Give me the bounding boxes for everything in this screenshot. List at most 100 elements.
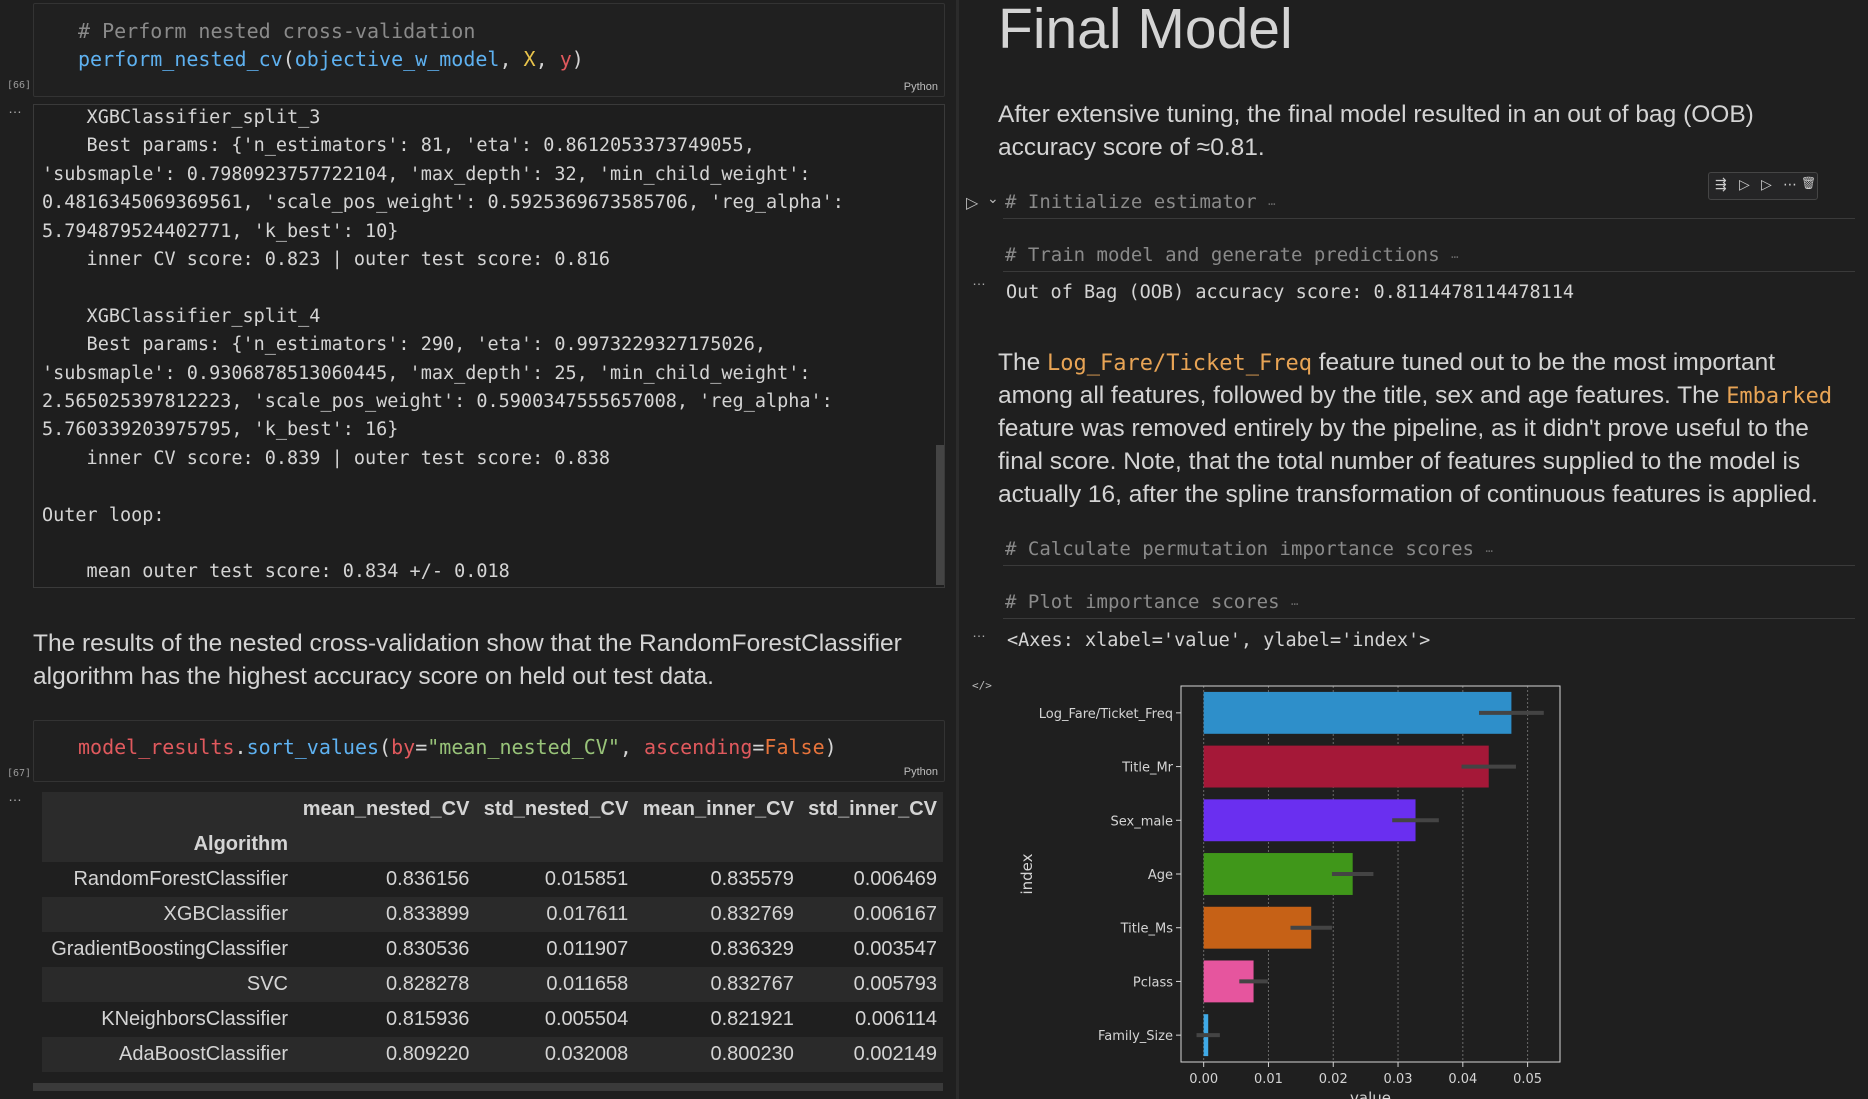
language-label[interactable]: Python — [903, 81, 938, 93]
language-label[interactable]: Python — [903, 766, 938, 778]
bool-literal: False — [764, 735, 825, 759]
cell-toolbar: ⇶ ▷ ▷ ⋯ 🗑 — [1708, 172, 1818, 200]
code-cell-66[interactable]: # Perform nested cross-validation perfor… — [33, 3, 945, 97]
execution-count: [67] — [7, 768, 32, 779]
arg-y: y — [559, 47, 572, 71]
output-line: Best params: {'n_estimators': 81, 'eta':… — [42, 135, 755, 157]
markdown-importance-line5: actually 16, after the spline transforma… — [998, 481, 1818, 508]
run-cell-icon[interactable]: ▷ — [966, 195, 979, 212]
pane-divider[interactable] — [956, 0, 959, 1099]
page-title: Final Model — [998, 0, 1293, 61]
code-cell-67[interactable]: model_results.sort_values(by="mean_neste… — [33, 720, 945, 782]
table-cell: 0.832767 — [634, 967, 800, 1002]
table-row: KNeighborsClassifier 0.815936 0.005504 0.82… — [42, 1002, 943, 1037]
table-corner — [42, 792, 294, 827]
table-cell: 0.005793 — [799, 967, 943, 1002]
y-tick-label: Age — [1148, 868, 1173, 883]
output-menu-icon[interactable]: … — [972, 624, 987, 640]
table-cell: 0.815936 — [294, 1002, 476, 1037]
table-cell: 0.002149 — [799, 1037, 943, 1072]
table-header-row: mean_nested_CV std_nested_CV mean_inner_… — [42, 792, 943, 827]
code-icon[interactable]: </> — [972, 679, 992, 692]
equals: = — [752, 735, 765, 759]
table-cell: 0.828278 — [294, 967, 476, 1002]
chevron-down-icon[interactable]: ⌄ — [987, 190, 999, 206]
table-cell: 0.003547 — [799, 932, 943, 967]
bar — [1203, 799, 1416, 842]
x-axis-label: value — [1350, 1089, 1391, 1099]
cell-comment: # Train model and generate predictions ⋯ — [1005, 244, 1459, 266]
fn-name: perform_nested_cv — [78, 47, 283, 71]
bar — [1203, 745, 1489, 788]
column-header: mean_inner_CV — [634, 792, 800, 827]
table-scrollbar[interactable] — [33, 1083, 943, 1091]
y-tick-label: Title_Ms — [1120, 922, 1174, 937]
arg-objective: objective_w_model — [294, 47, 500, 71]
obj-name: model_results — [78, 735, 235, 759]
cell-comment: # Calculate permutation importance score… — [1005, 538, 1493, 560]
table-cell: 0.830536 — [294, 932, 476, 967]
empty-cell — [475, 827, 635, 862]
table-cell: 0.836329 — [634, 932, 800, 967]
output-line: XGBClassifier_split_3 — [42, 107, 321, 128]
delete-cell-icon[interactable]: 🗑 — [1801, 176, 1817, 190]
table-cell: 0.011658 — [475, 967, 635, 1002]
more-actions-icon[interactable]: ⋯ — [1783, 176, 1797, 192]
x-tick-label: 0.01 — [1254, 1072, 1283, 1087]
output-line: mean outer test score: 0.834 +/- 0.018 — [42, 561, 510, 583]
table-cell: 0.836156 — [294, 862, 476, 897]
row-index: XGBClassifier — [42, 897, 294, 932]
markdown-importance-line1: The Log_Fare/Ticket_Freq feature tuned o… — [998, 349, 1775, 376]
output-line: inner CV score: 0.839 | outer test score… — [42, 447, 611, 469]
output-line: 5.760339203975795, 'k_best': 16} — [42, 419, 399, 441]
output-scrollbar[interactable] — [936, 445, 944, 585]
output-line: 'subsmaple': 0.9306878513060445, 'max_de… — [42, 362, 811, 384]
output-menu-icon[interactable]: … — [8, 100, 23, 116]
x-tick-label: 0.03 — [1384, 1072, 1413, 1087]
output-menu-icon[interactable]: … — [8, 788, 23, 804]
cell-comment: # Plot importance scores ⋯ — [1005, 591, 1299, 613]
arg-x: X — [523, 47, 536, 71]
run-below-icon[interactable]: ▷ — [1761, 176, 1772, 192]
bar — [1203, 691, 1512, 734]
output-line: Best params: {'n_estimators': 290, 'eta'… — [42, 334, 766, 356]
empty-cell — [799, 827, 943, 862]
oob-output: Out of Bag (OOB) accuracy score: 0.81144… — [1006, 282, 1575, 303]
table-row: SVC 0.828278 0.011658 0.832767 0.005793 — [42, 967, 943, 1002]
collapsed-cell-plot[interactable]: # Plot importance scores ⋯ — [1003, 588, 1855, 619]
y-axis-label: index — [1018, 853, 1036, 894]
table-cell: 0.833899 — [294, 897, 476, 932]
row-index: RandomForestClassifier — [42, 862, 294, 897]
bar — [1203, 853, 1353, 895]
table-body: RandomForestClassifier 0.836156 0.015851 0.… — [42, 862, 943, 1072]
right-notebook-pane: Final Model After extensive tuning, the … — [959, 0, 1868, 1099]
kwarg-ascending: ascending — [643, 735, 753, 759]
table-cell: 0.011907 — [475, 932, 635, 967]
collapsed-cell-initialize[interactable]: # Initialize estimator ⋯ — [1003, 188, 1855, 219]
x-tick-label: 0.04 — [1448, 1072, 1477, 1087]
output-line: inner CV score: 0.823 | outer test score… — [42, 249, 611, 270]
dot: . — [234, 735, 247, 759]
collapsed-cell-train[interactable]: # Train model and generate predictions ⋯ — [1003, 241, 1855, 272]
markdown-importance-line4: final score. Note, that the total number… — [998, 448, 1801, 475]
markdown-final-line1: After extensive tuning, the final model … — [998, 101, 1754, 128]
empty-cell — [634, 827, 800, 862]
table-cell: 0.832769 — [634, 897, 800, 932]
code-line-sort: model_results.sort_values(by="mean_neste… — [78, 735, 837, 759]
cell-output-scroll[interactable]: XGBClassifier_split_3 Best params: {'n_e… — [33, 104, 945, 588]
separator: , — [619, 735, 644, 759]
collapsed-cell-permutation[interactable]: # Calculate permutation importance score… — [1003, 535, 1855, 566]
empty-cell — [294, 827, 476, 862]
left-notebook-pane: # Perform nested cross-validation perfor… — [7, 3, 945, 1091]
y-tick-label: Title_Mr — [1121, 761, 1174, 776]
output-menu-icon[interactable]: … — [972, 272, 987, 288]
paren: ( — [282, 47, 295, 71]
run-above-icon[interactable]: ⇶ — [1715, 176, 1727, 192]
table-row: GradientBoostingClassifier 0.830536 0.0119… — [42, 932, 943, 967]
results-dataframe: mean_nested_CV std_nested_CV mean_inner_… — [42, 792, 943, 1072]
run-cell-icon[interactable]: ▷ — [1739, 176, 1750, 192]
row-index: AdaBoostClassifier — [42, 1037, 294, 1072]
table-row: AdaBoostClassifier 0.809220 0.032008 0.8002… — [42, 1037, 943, 1072]
markdown-results-line2: algorithm has the highest accuracy score… — [33, 663, 714, 690]
equals: = — [415, 735, 428, 759]
